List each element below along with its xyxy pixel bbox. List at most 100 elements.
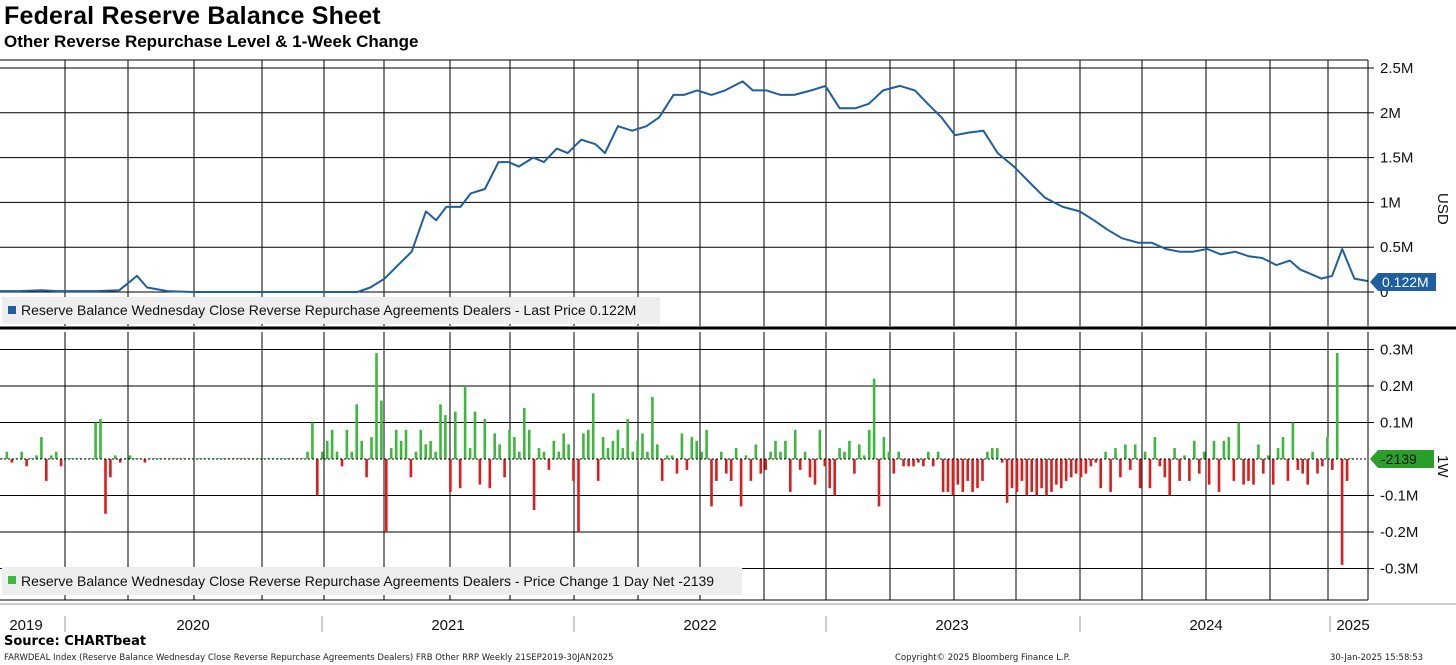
- bottom-last-value-flag: [1370, 450, 1434, 468]
- change-bar: [419, 429, 423, 459]
- change-bar: [1084, 459, 1088, 474]
- change-bar: [1133, 444, 1137, 459]
- change-bar: [301, 458, 304, 459]
- change-bar: [1193, 440, 1196, 460]
- change-bar: [1109, 459, 1112, 492]
- change-bar: [197, 458, 201, 459]
- change-bar: [1173, 448, 1176, 459]
- change-bar: [1257, 444, 1260, 459]
- x-year-label: 2022: [683, 617, 716, 634]
- change-bar: [1202, 451, 1206, 459]
- change-bar: [843, 451, 846, 459]
- change-bar: [1281, 437, 1285, 459]
- change-bar: [685, 459, 689, 470]
- change-bar: [936, 451, 940, 459]
- change-bar: [946, 459, 950, 492]
- top-legend-text: Reserve Balance Wednesday Close Reverse …: [21, 302, 636, 318]
- change-bar: [409, 459, 413, 478]
- change-bar: [513, 437, 516, 459]
- change-bar: [355, 404, 358, 460]
- change-bar: [1045, 459, 1048, 496]
- bottom-y-tick-label: -0.1M: [1380, 488, 1418, 505]
- change-bar: [5, 451, 9, 459]
- change-bar: [705, 429, 708, 459]
- change-bar: [468, 448, 472, 459]
- change-bar: [744, 455, 748, 459]
- change-bar: [1074, 459, 1078, 474]
- change-bar: [404, 429, 408, 459]
- change-bar: [922, 459, 925, 467]
- change-bar: [321, 451, 324, 459]
- change-bar: [808, 459, 812, 478]
- change-bar: [128, 455, 132, 459]
- change-bar: [89, 458, 92, 459]
- change-bar: [897, 451, 900, 459]
- change-bar: [375, 353, 378, 459]
- change-panel: [0, 353, 1354, 565]
- change-bar: [434, 451, 437, 459]
- change-bar: [616, 429, 620, 459]
- change-bar: [1252, 459, 1255, 485]
- change-bar: [1266, 455, 1270, 459]
- change-bar: [680, 433, 684, 459]
- change-bar: [1129, 459, 1132, 470]
- change-bar: [1316, 459, 1319, 474]
- change-bar: [104, 459, 107, 514]
- change-bar: [912, 459, 915, 467]
- change-bar: [1207, 459, 1211, 485]
- x-year-label: 2023: [935, 617, 968, 634]
- change-bar: [1030, 459, 1033, 492]
- change-bar: [1000, 459, 1004, 463]
- change-bar: [1326, 437, 1329, 459]
- change-bar: [641, 433, 644, 459]
- change-bar: [483, 418, 487, 459]
- change-bar: [1227, 437, 1231, 459]
- change-bar: [1089, 459, 1093, 467]
- bottom-legend-text: Reserve Balance Wednesday Close Reverse …: [21, 573, 714, 589]
- change-bar: [670, 455, 674, 459]
- change-bar: [192, 458, 196, 459]
- change-bar: [833, 459, 836, 496]
- change-bar: [330, 429, 334, 459]
- chart-subtitle: Other Reverse Repurchase Level & 1-Week …: [4, 32, 419, 51]
- change-bar: [311, 422, 314, 459]
- timestamp: 30-Jan-2025 15:58:53: [1330, 653, 1424, 663]
- change-bar: [1222, 440, 1226, 460]
- change-bar: [931, 459, 935, 467]
- change-bar: [114, 455, 117, 459]
- change-bar: [370, 437, 373, 459]
- change-bar: [966, 459, 969, 481]
- change-bar: [660, 459, 664, 481]
- change-bar: [784, 440, 787, 460]
- change-bar: [991, 448, 994, 459]
- change-bar: [45, 459, 48, 481]
- change-bar: [1168, 459, 1171, 496]
- change-bar: [882, 437, 886, 459]
- change-bar: [1237, 422, 1240, 459]
- change-bar: [734, 448, 738, 459]
- change-bar: [1340, 459, 1344, 565]
- change-bar: [720, 451, 723, 459]
- change-bar: [690, 437, 694, 459]
- change-bar: [74, 458, 78, 459]
- change-bar: [774, 440, 777, 460]
- change-bar: [853, 459, 856, 474]
- change-bar: [1005, 459, 1009, 503]
- change-bar: [567, 444, 570, 459]
- change-bar: [818, 429, 822, 459]
- level-panel: [0, 80, 1369, 293]
- change-bar: [463, 386, 467, 459]
- change-bar: [1138, 459, 1142, 489]
- change-bar: [803, 451, 807, 459]
- change-bar: [611, 440, 615, 460]
- change-bar: [976, 459, 979, 489]
- top-y-tick-label: 1.5M: [1380, 150, 1413, 167]
- change-bar: [591, 393, 595, 459]
- change-bar: [1094, 459, 1098, 463]
- change-bar: [798, 459, 802, 470]
- change-bar: [907, 459, 910, 467]
- top-y-tick-label: 2.5M: [1380, 60, 1413, 77]
- change-bar: [1311, 451, 1314, 459]
- change-bar: [656, 444, 659, 459]
- top-legend-box: [2, 297, 660, 324]
